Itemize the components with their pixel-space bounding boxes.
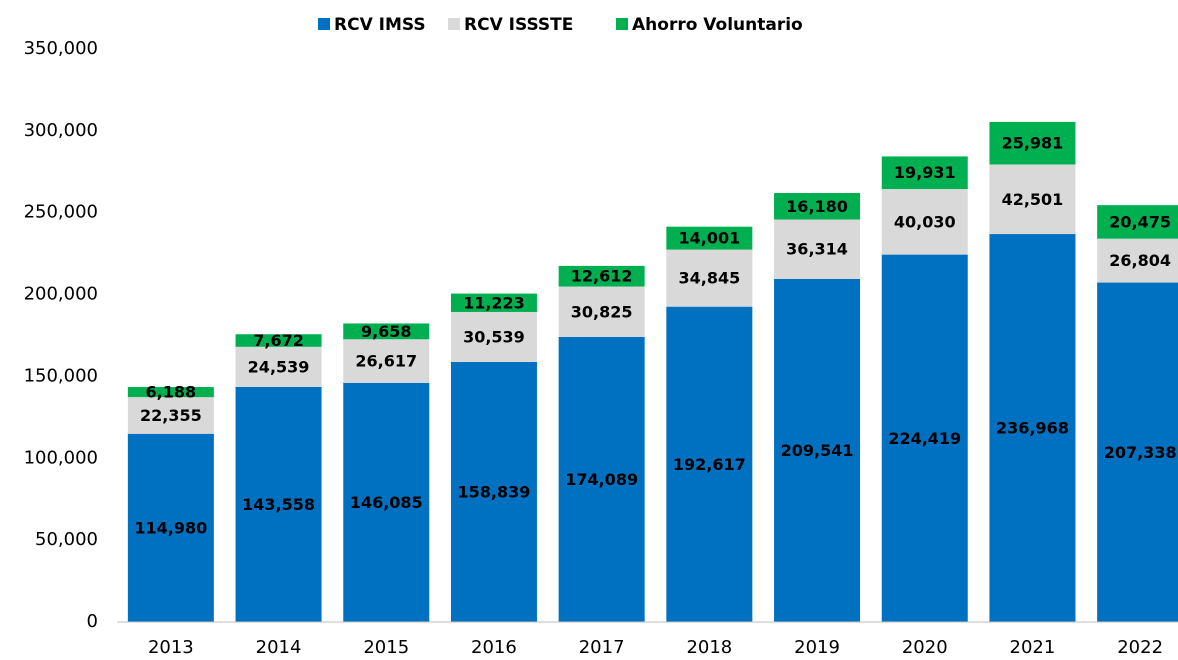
legend-swatch [616, 18, 628, 30]
data-label: 25,981 [1002, 134, 1064, 153]
bar-segment [989, 164, 1076, 235]
bar-segment [127, 397, 214, 434]
data-label: 207,338 [1104, 443, 1177, 462]
bar-segment [774, 193, 861, 220]
x-tick-label: 2013 [148, 637, 194, 658]
data-label: 6,188 [146, 383, 197, 402]
y-tick-label: 150,000 [24, 365, 98, 386]
x-tick-label: 2021 [1010, 637, 1056, 658]
bar-segment [450, 293, 537, 312]
x-tick-label: 2017 [579, 637, 625, 658]
data-label: 209,541 [781, 441, 854, 460]
data-label: 30,825 [571, 302, 633, 321]
y-tick-label: 100,000 [24, 447, 98, 468]
bar-segment [127, 433, 214, 622]
bar-segment [881, 156, 968, 190]
legend-label: RCV ISSSTE [464, 15, 573, 35]
bar-segment [235, 386, 322, 622]
data-label: 42,501 [1002, 190, 1064, 209]
data-label: 16,180 [786, 197, 848, 216]
legend-swatch [448, 18, 460, 30]
bar-segment [343, 339, 430, 383]
data-label: 20,475 [1109, 212, 1171, 231]
data-label: 19,931 [894, 163, 956, 182]
data-label: 236,968 [996, 419, 1069, 438]
data-label: 34,845 [678, 269, 740, 288]
data-label: 114,980 [134, 518, 207, 537]
bar-segment [558, 336, 645, 622]
y-tick-label: 50,000 [35, 529, 98, 550]
y-tick-label: 250,000 [24, 202, 98, 223]
bar-segment [450, 311, 537, 362]
bar-segment [127, 387, 214, 398]
bar-segment [666, 226, 753, 250]
data-label: 22,355 [140, 406, 202, 425]
x-tick-label: 2022 [1117, 637, 1163, 658]
bar-segment [774, 278, 861, 622]
data-label: 7,672 [253, 331, 304, 350]
bar-segment [1097, 282, 1178, 622]
data-label: 12,612 [571, 267, 633, 286]
data-label: 30,539 [463, 327, 525, 346]
data-label: 192,617 [673, 455, 746, 474]
data-label: 24,539 [248, 357, 310, 376]
data-label: 11,223 [463, 293, 525, 312]
bar-segment [666, 249, 753, 307]
data-label: 26,804 [1109, 251, 1171, 270]
legend-label: Ahorro Voluntario [632, 15, 803, 35]
bar-segment [235, 334, 322, 347]
x-tick-label: 2018 [686, 637, 732, 658]
data-label: 9,658 [361, 322, 412, 341]
data-label: 14,001 [678, 229, 740, 248]
bar-segment [343, 323, 430, 340]
y-tick-label: 200,000 [24, 284, 98, 305]
data-label: 36,314 [786, 240, 848, 259]
data-label: 146,085 [350, 493, 423, 512]
bar-segment [235, 346, 322, 387]
data-label: 40,030 [894, 212, 956, 231]
bar-segment [881, 254, 968, 622]
data-label: 143,558 [242, 495, 315, 514]
bar-segment [1097, 238, 1178, 283]
bar-segment [343, 382, 430, 622]
y-tick-label: 0 [87, 611, 98, 632]
x-tick-label: 2016 [471, 637, 517, 658]
data-label: 174,089 [565, 470, 638, 489]
data-label: 158,839 [458, 482, 531, 501]
data-label: 224,419 [888, 429, 961, 448]
bar-segment [558, 286, 645, 337]
x-tick-label: 2019 [794, 637, 840, 658]
bar-segment [558, 265, 645, 287]
bar-segment [774, 219, 861, 279]
legend-label: RCV IMSS [334, 15, 426, 35]
data-label: 26,617 [355, 352, 417, 371]
bar-segment [989, 234, 1076, 622]
y-tick-label: 350,000 [24, 38, 98, 59]
legend-swatch [318, 18, 330, 30]
bar-segment [1097, 205, 1178, 239]
x-tick-label: 2014 [256, 637, 302, 658]
bar-segment [881, 189, 968, 255]
bar-segment [989, 121, 1076, 165]
bar-segment [666, 306, 753, 622]
bar-segment [450, 361, 537, 622]
x-tick-label: 2020 [902, 637, 948, 658]
y-tick-label: 300,000 [24, 120, 98, 141]
x-tick-label: 2015 [363, 637, 409, 658]
